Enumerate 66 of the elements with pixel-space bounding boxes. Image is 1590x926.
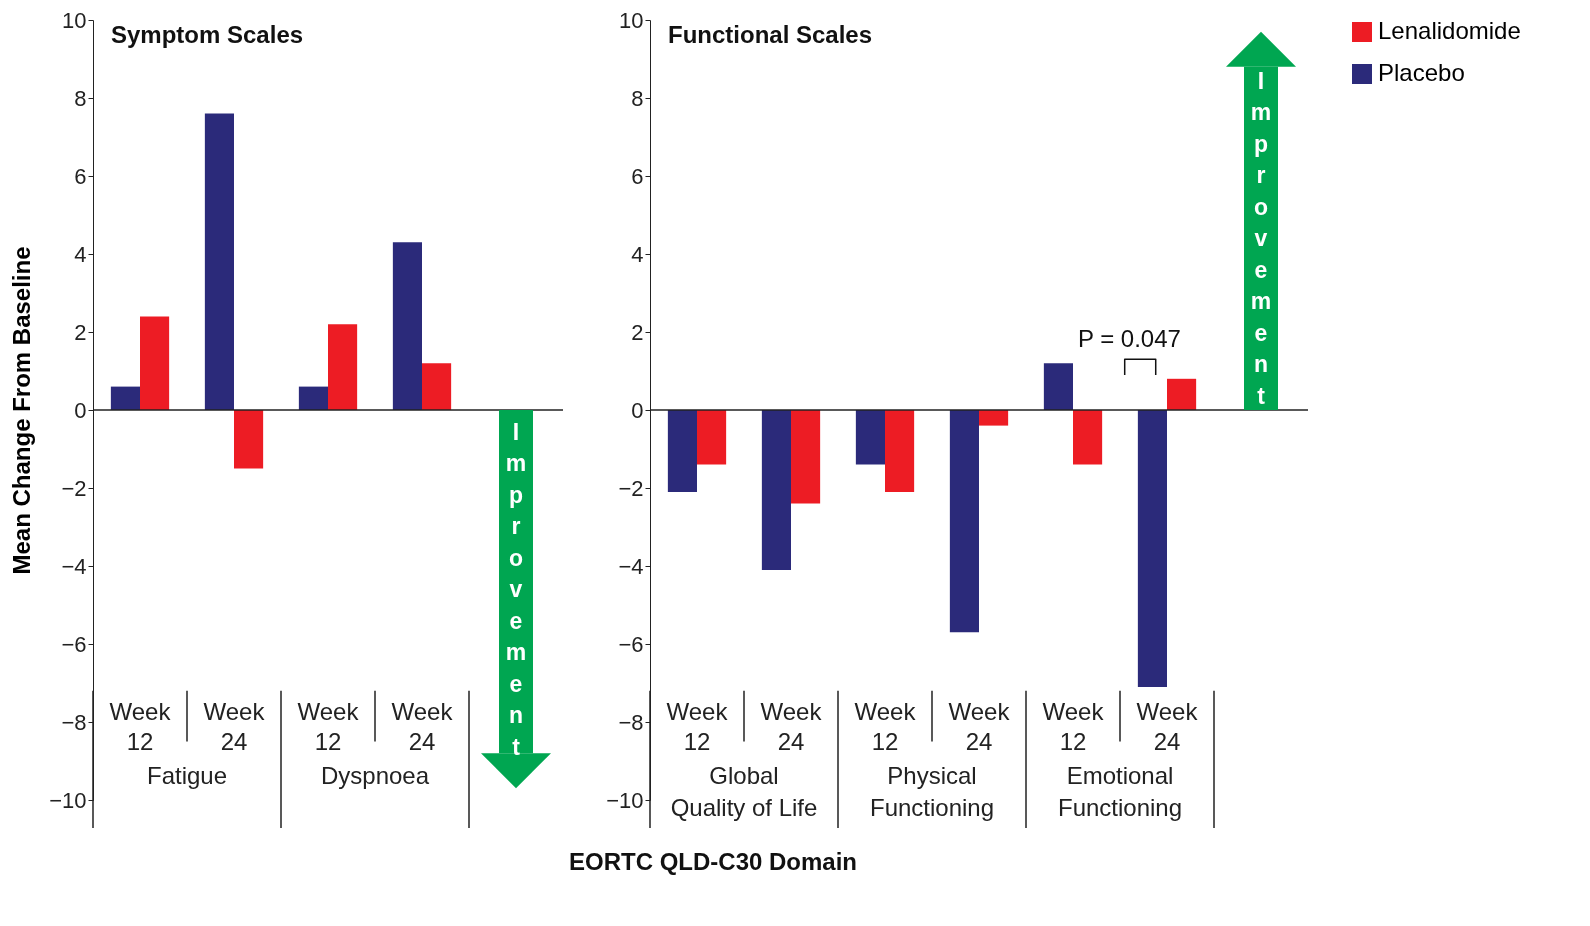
- y-tick-label: −4: [618, 553, 644, 579]
- y-tick-label: −10: [606, 787, 644, 813]
- y-tick-label: 6: [74, 163, 87, 189]
- y-tick-label: 0: [631, 397, 644, 423]
- y-tick-label: −8: [618, 709, 644, 735]
- x-tick-label: Week 24: [948, 697, 1011, 755]
- bar: [697, 410, 727, 465]
- bar: [885, 410, 915, 492]
- bar: [110, 386, 140, 410]
- annotation: P = 0.047: [1077, 324, 1181, 352]
- bar: [949, 410, 979, 633]
- bar: [298, 386, 328, 410]
- x-tick-label: Week 24: [1136, 697, 1199, 755]
- legend-label: Lenalidomide: [1378, 17, 1521, 44]
- chart-title: Functional Scales: [668, 21, 873, 48]
- x-axis-title: EORTC QLD-C30 Domain: [568, 848, 858, 875]
- x-tick-label: Week 12: [854, 697, 917, 755]
- annotation: Emotional Functioning: [1057, 761, 1183, 821]
- y-tick-label: 2: [631, 319, 644, 345]
- bar: [979, 410, 1009, 426]
- y-tick-label: 0: [74, 397, 87, 423]
- y-tick-label: −8: [61, 709, 87, 735]
- chart-title: Symptom Scales: [111, 21, 304, 48]
- bar: [855, 410, 885, 465]
- text: Improvement: [505, 418, 527, 760]
- bar: [1043, 363, 1073, 410]
- bar: [791, 410, 821, 504]
- y-tick-label: 6: [631, 163, 644, 189]
- bar: [761, 410, 791, 570]
- y-tick-label: 8: [74, 85, 87, 111]
- bar: [392, 242, 422, 410]
- y-axis-title: Mean Change From Baseline: [8, 246, 36, 575]
- y-tick-label: 2: [74, 319, 87, 345]
- x-tick-label: Week 12: [666, 697, 729, 755]
- bar: [234, 410, 264, 469]
- y-tick-label: −6: [61, 631, 87, 657]
- annotation: Global Quality of Life: [670, 761, 818, 821]
- annotation: Physical Functioning: [869, 761, 995, 821]
- bar: [1137, 410, 1167, 687]
- x-tick-label: Week 24: [760, 697, 823, 755]
- bar: [328, 324, 358, 410]
- bar: [204, 113, 234, 410]
- y-tick-label: 4: [74, 241, 87, 267]
- x-tick-label: Week 24: [391, 697, 454, 755]
- bar: [667, 410, 697, 492]
- bar: [1073, 410, 1103, 465]
- x-tick-label: Week 12: [109, 697, 172, 755]
- text: Improvement: [1250, 67, 1272, 409]
- y-tick-label: 8: [631, 85, 644, 111]
- bar: [140, 316, 170, 410]
- y-tick-label: −4: [61, 553, 87, 579]
- y-tick-label: −10: [49, 787, 87, 813]
- y-tick-label: 10: [619, 7, 644, 33]
- y-tick-label: −2: [61, 475, 87, 501]
- x-tick-label: Week 12: [1042, 697, 1105, 755]
- bar: [422, 363, 452, 410]
- annotation: Fatigue: [146, 761, 228, 789]
- y-tick-label: 10: [62, 7, 87, 33]
- y-tick-label: −6: [618, 631, 644, 657]
- bar: [1167, 378, 1197, 410]
- annotation: Dyspnoea: [320, 761, 430, 789]
- x-tick-label: Week 24: [203, 697, 266, 755]
- y-tick-label: 4: [631, 241, 644, 267]
- y-tick-label: −2: [618, 475, 644, 501]
- x-tick-label: Week 12: [297, 697, 360, 755]
- legend-label: Placebo: [1378, 59, 1465, 86]
